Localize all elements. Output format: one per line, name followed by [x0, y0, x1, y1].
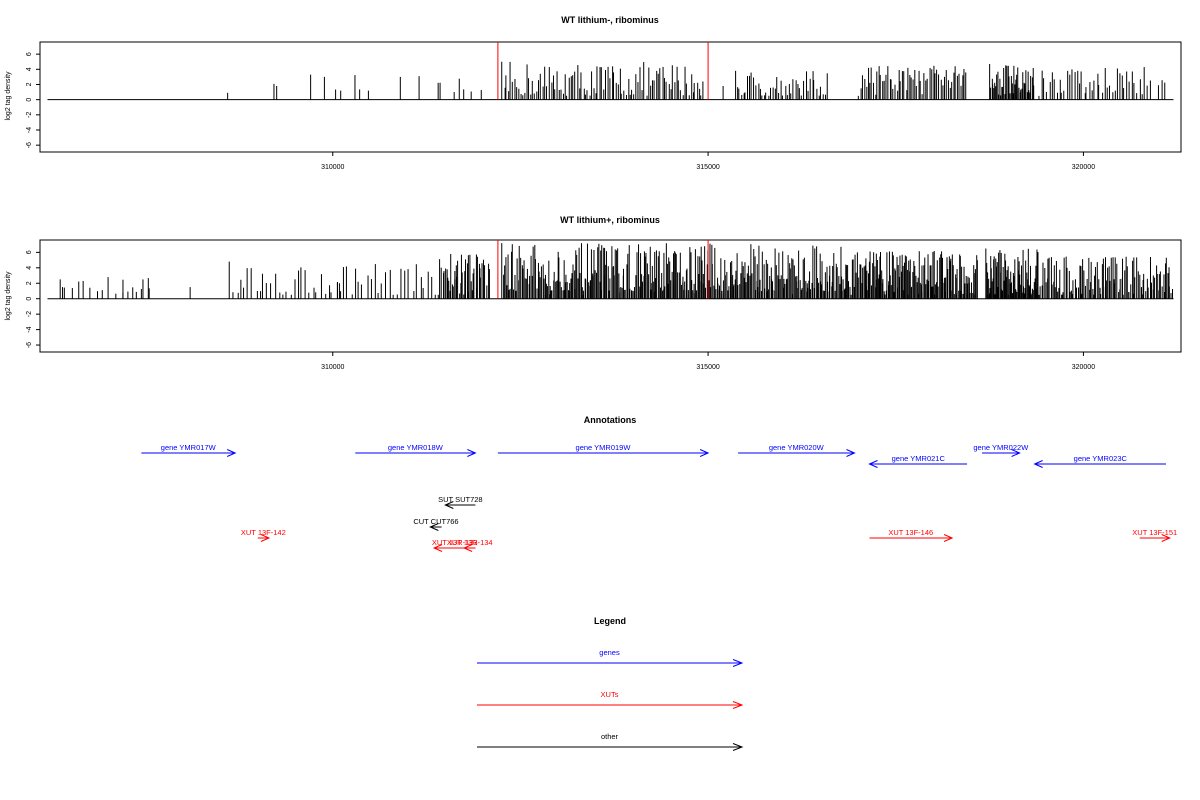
feature-label: gene YMR019W — [576, 443, 632, 452]
feature-label: gene YMR022W — [973, 443, 1029, 452]
y-tick-label: 0 — [26, 98, 33, 102]
feature-arrow: gene YMR020W — [738, 443, 856, 457]
track-panel-2: WT lithium+, ribominus log2 tag density … — [5, 215, 1182, 371]
annotations-panel: Annotations gene YMR017W gene YMR018W gene… — [141, 415, 1177, 552]
legend-entry: genes — [477, 648, 744, 667]
legend-label: XUTs — [601, 690, 619, 699]
x-tick-label: 310000 — [321, 364, 344, 371]
panel-2-title: WT lithium+, ribominus — [560, 215, 660, 225]
x-tick-label: 315000 — [696, 164, 719, 171]
y-tick-label: -4 — [26, 127, 33, 133]
annotation-features: gene YMR017W gene YMR018W gene YMR019W gene… — [141, 443, 1177, 552]
panel-1-frame — [39, 41, 1182, 153]
annotations-title: Annotations — [584, 415, 637, 425]
feature-label: CUT CUT766 — [413, 517, 458, 526]
feature-arrow: XUT 13F-142 — [241, 528, 286, 542]
panel-1-title: WT lithium-, ribominus — [561, 15, 659, 25]
feature-label: gene YMR023C — [1074, 454, 1128, 463]
feature-label: gene YMR021C — [892, 454, 946, 463]
feature-label: SUT SUT728 — [438, 495, 482, 504]
legend-title: Legend — [594, 616, 626, 626]
feature-label: gene YMR017W — [161, 443, 217, 452]
y-tick-label: 4 — [26, 266, 33, 270]
y-tick-label: 6 — [26, 250, 33, 254]
legend-label: other — [601, 732, 619, 741]
y-tick-label: 6 — [26, 52, 33, 56]
feature-label: XUT 13F-151 — [1132, 528, 1177, 537]
feature-arrow: XUT 13R-134 — [447, 538, 493, 552]
y-tick-label: -2 — [26, 112, 33, 118]
panel-2-axes: -6 -4 -2 0 2 4 6 310000 315000 320000 — [26, 250, 1095, 371]
legend-entry: XUTs — [477, 690, 744, 709]
panel-2-ylabel: log2 tag density — [5, 271, 12, 321]
feature-arrow: gene YMR022W — [973, 443, 1029, 457]
y-tick-label: -6 — [26, 142, 33, 148]
feature-label: XUT 13R-134 — [447, 538, 493, 547]
y-tick-label: -2 — [26, 311, 33, 317]
panel-1-ylabel: log2 tag density — [5, 71, 12, 121]
y-tick-label: 4 — [26, 67, 33, 71]
y-tick-label: -4 — [26, 326, 33, 332]
legend-panel: Legend genes XUTs other — [477, 616, 744, 751]
feature-arrow: XUT 13F-151 — [1132, 528, 1177, 542]
feature-arrow: SUT SUT728 — [438, 495, 483, 509]
feature-label: XUT 13R-133 — [432, 538, 478, 547]
legend-entries: genes XUTs other — [477, 648, 744, 751]
feature-arrow: gene YMR023C — [1033, 454, 1166, 468]
x-tick-label: 320000 — [1072, 364, 1095, 371]
feature-arrow: XUT 13F-146 — [869, 528, 954, 542]
panel-1-bars — [47, 42, 1174, 101]
feature-label: gene YMR018W — [388, 443, 444, 452]
track-panel-1: WT lithium-, ribominus log2 tag density … — [5, 15, 1182, 171]
legend-entry: other — [477, 732, 744, 751]
panel-2-frame — [39, 239, 1182, 353]
feature-label: gene YMR020W — [769, 443, 825, 452]
x-tick-label: 315000 — [696, 364, 719, 371]
feature-arrow: gene YMR017W — [141, 443, 237, 457]
feature-label: XUT 13F-146 — [888, 528, 933, 537]
feature-label: XUT 13F-142 — [241, 528, 286, 537]
y-tick-label: -6 — [26, 342, 33, 348]
y-tick-label: 2 — [26, 82, 33, 86]
x-tick-label: 320000 — [1072, 164, 1095, 171]
feature-arrow: gene YMR018W — [355, 443, 477, 457]
x-tick-label: 310000 — [321, 164, 344, 171]
panel-2-bars — [47, 240, 1174, 300]
y-tick-label: 2 — [26, 281, 33, 285]
panel-1-axes: -6 -4 -2 0 2 4 6 310000 315000 320000 — [26, 52, 1095, 171]
legend-label: genes — [599, 648, 620, 657]
feature-arrow: gene YMR021C — [868, 454, 968, 468]
y-tick-label: 0 — [26, 297, 33, 301]
feature-arrow: gene YMR019W — [497, 443, 710, 457]
feature-arrow: CUT CUT766 — [413, 517, 459, 531]
